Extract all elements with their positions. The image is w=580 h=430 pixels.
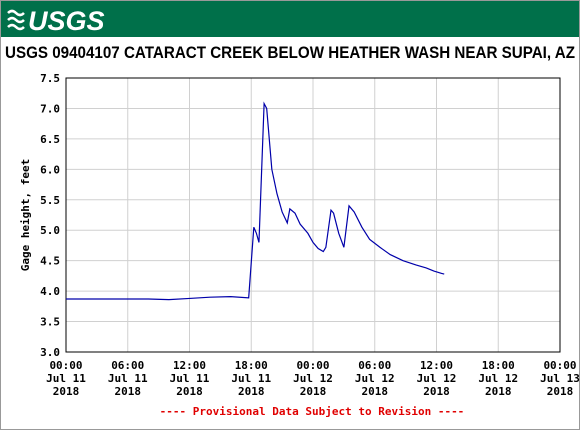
- x-tick-label: 2018: [176, 385, 203, 398]
- y-tick-label: 4.0: [40, 285, 60, 298]
- x-tick-label: 06:00: [111, 359, 144, 372]
- x-tick-label: Jul 11: [231, 372, 271, 385]
- y-tick-label: 3.0: [40, 346, 60, 359]
- y-tick-label: 7.5: [40, 72, 60, 85]
- x-tick-label: Jul 12: [417, 372, 457, 385]
- y-tick-label: 5.0: [40, 224, 60, 237]
- y-tick-label: 6.5: [40, 133, 60, 146]
- plot-border: [65, 77, 561, 353]
- chart-title: USGS 09404107 CATARACT CREEK BELOW HEATH…: [5, 44, 575, 62]
- x-tick-label: 12:00: [173, 359, 206, 372]
- x-tick-label: 18:00: [482, 359, 515, 372]
- x-tick-label: Jul 12: [478, 372, 518, 385]
- x-tick-label: 18:00: [235, 359, 268, 372]
- data-line: [66, 101, 445, 301]
- y-tick-label: 7.0: [40, 102, 60, 115]
- y-tick-label: 6.0: [40, 163, 60, 176]
- x-tick-label: 2018: [485, 385, 512, 398]
- x-tick-label: 2018: [115, 385, 142, 398]
- x-tick-label: 2018: [423, 385, 450, 398]
- x-tick-label: Jul 12: [355, 372, 395, 385]
- footer-note: ---- Provisional Data Subject to Revisio…: [160, 405, 465, 418]
- x-tick-label: 2018: [238, 385, 265, 398]
- header-band: [1, 1, 579, 37]
- y-axis-label: Gage height, feet: [19, 159, 32, 272]
- x-tick-label: 2018: [547, 385, 574, 398]
- x-tick-label: Jul 11: [170, 372, 210, 385]
- x-tick-label: 06:00: [358, 359, 391, 372]
- logo-waves: [7, 9, 25, 31]
- x-tick-label: Jul 12: [293, 372, 333, 385]
- y-tick-label: 4.5: [40, 255, 60, 268]
- x-tick-label: 00:00: [296, 359, 329, 372]
- x-tick-label: Jul 11: [108, 372, 148, 385]
- logo: USGS: [28, 6, 105, 36]
- y-tick-label: 3.5: [40, 316, 60, 329]
- x-tick-label: 00:00: [49, 359, 82, 372]
- x-tick-label: 00:00: [543, 359, 576, 372]
- x-tick-label: Jul 13: [540, 372, 580, 385]
- x-tick-label: 2018: [300, 385, 327, 398]
- x-tick-label: 12:00: [420, 359, 453, 372]
- x-tick-label: 2018: [53, 385, 80, 398]
- x-tick-label: 2018: [362, 385, 389, 398]
- x-tick-label: Jul 11: [46, 372, 86, 385]
- y-tick-label: 5.5: [40, 194, 60, 207]
